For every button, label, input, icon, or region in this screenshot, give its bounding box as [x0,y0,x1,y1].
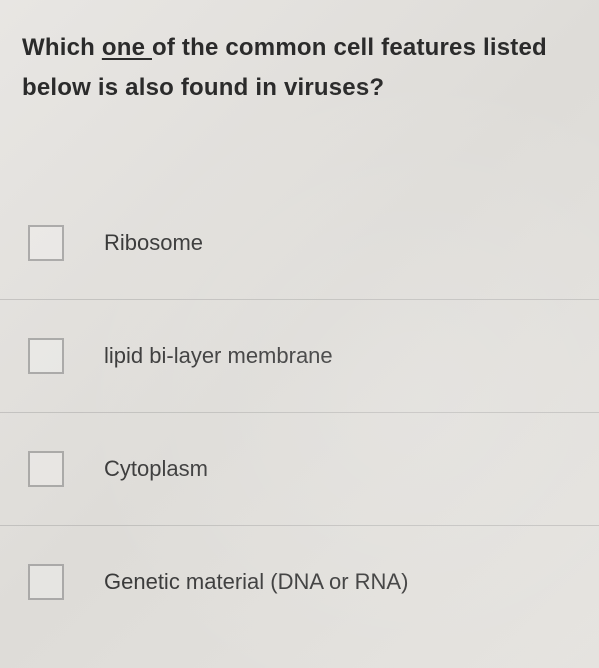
question-block: Which one of the common cell features li… [0,0,599,157]
option-row[interactable]: Ribosome [0,187,599,300]
checkbox-icon[interactable] [28,338,64,374]
checkbox-icon[interactable] [28,564,64,600]
option-label: Cytoplasm [104,456,208,482]
question-pre: Which [22,34,102,61]
option-label: lipid bi-layer membrane [104,343,333,369]
options-list: Ribosome lipid bi-layer membrane Cytopla… [0,187,599,620]
checkbox-icon[interactable] [28,451,64,487]
question-text: Which one of the common cell features li… [22,28,577,107]
checkbox-icon[interactable] [28,225,64,261]
option-row[interactable]: Genetic material (DNA or RNA) [0,526,599,620]
option-label: Ribosome [104,230,203,256]
option-label: Genetic material (DNA or RNA) [104,569,408,595]
option-row[interactable]: lipid bi-layer membrane [0,300,599,413]
question-underline: one [102,34,152,61]
option-row[interactable]: Cytoplasm [0,413,599,526]
